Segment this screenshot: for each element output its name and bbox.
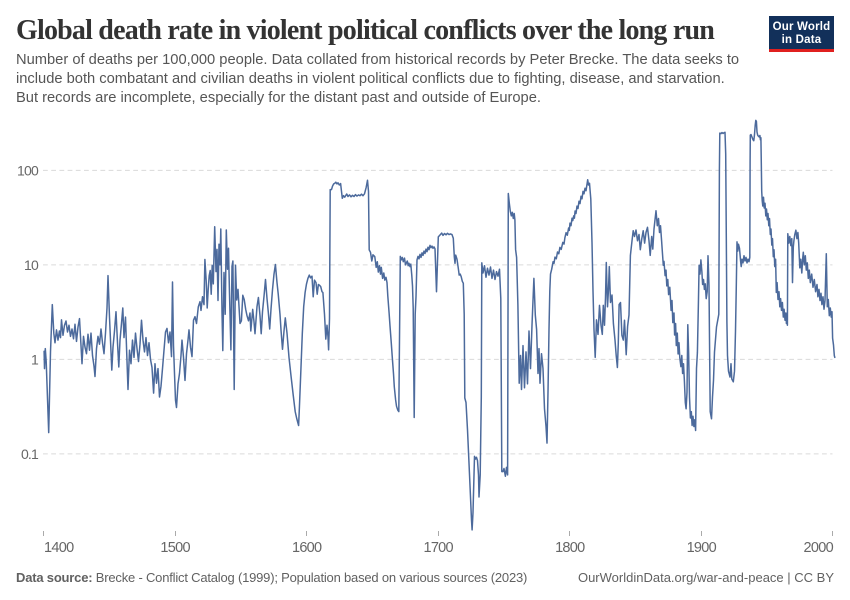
svg-text:10: 10 [24,257,39,273]
svg-text:0.1: 0.1 [21,446,39,462]
svg-text:1500: 1500 [160,540,190,556]
svg-text:1: 1 [31,351,39,367]
svg-text:2000: 2000 [804,540,834,556]
svg-text:1900: 1900 [687,540,717,556]
svg-text:1400: 1400 [44,540,74,556]
svg-text:1600: 1600 [292,540,322,556]
svg-text:1800: 1800 [555,540,585,556]
svg-text:1700: 1700 [423,540,453,556]
svg-text:100: 100 [17,162,39,178]
